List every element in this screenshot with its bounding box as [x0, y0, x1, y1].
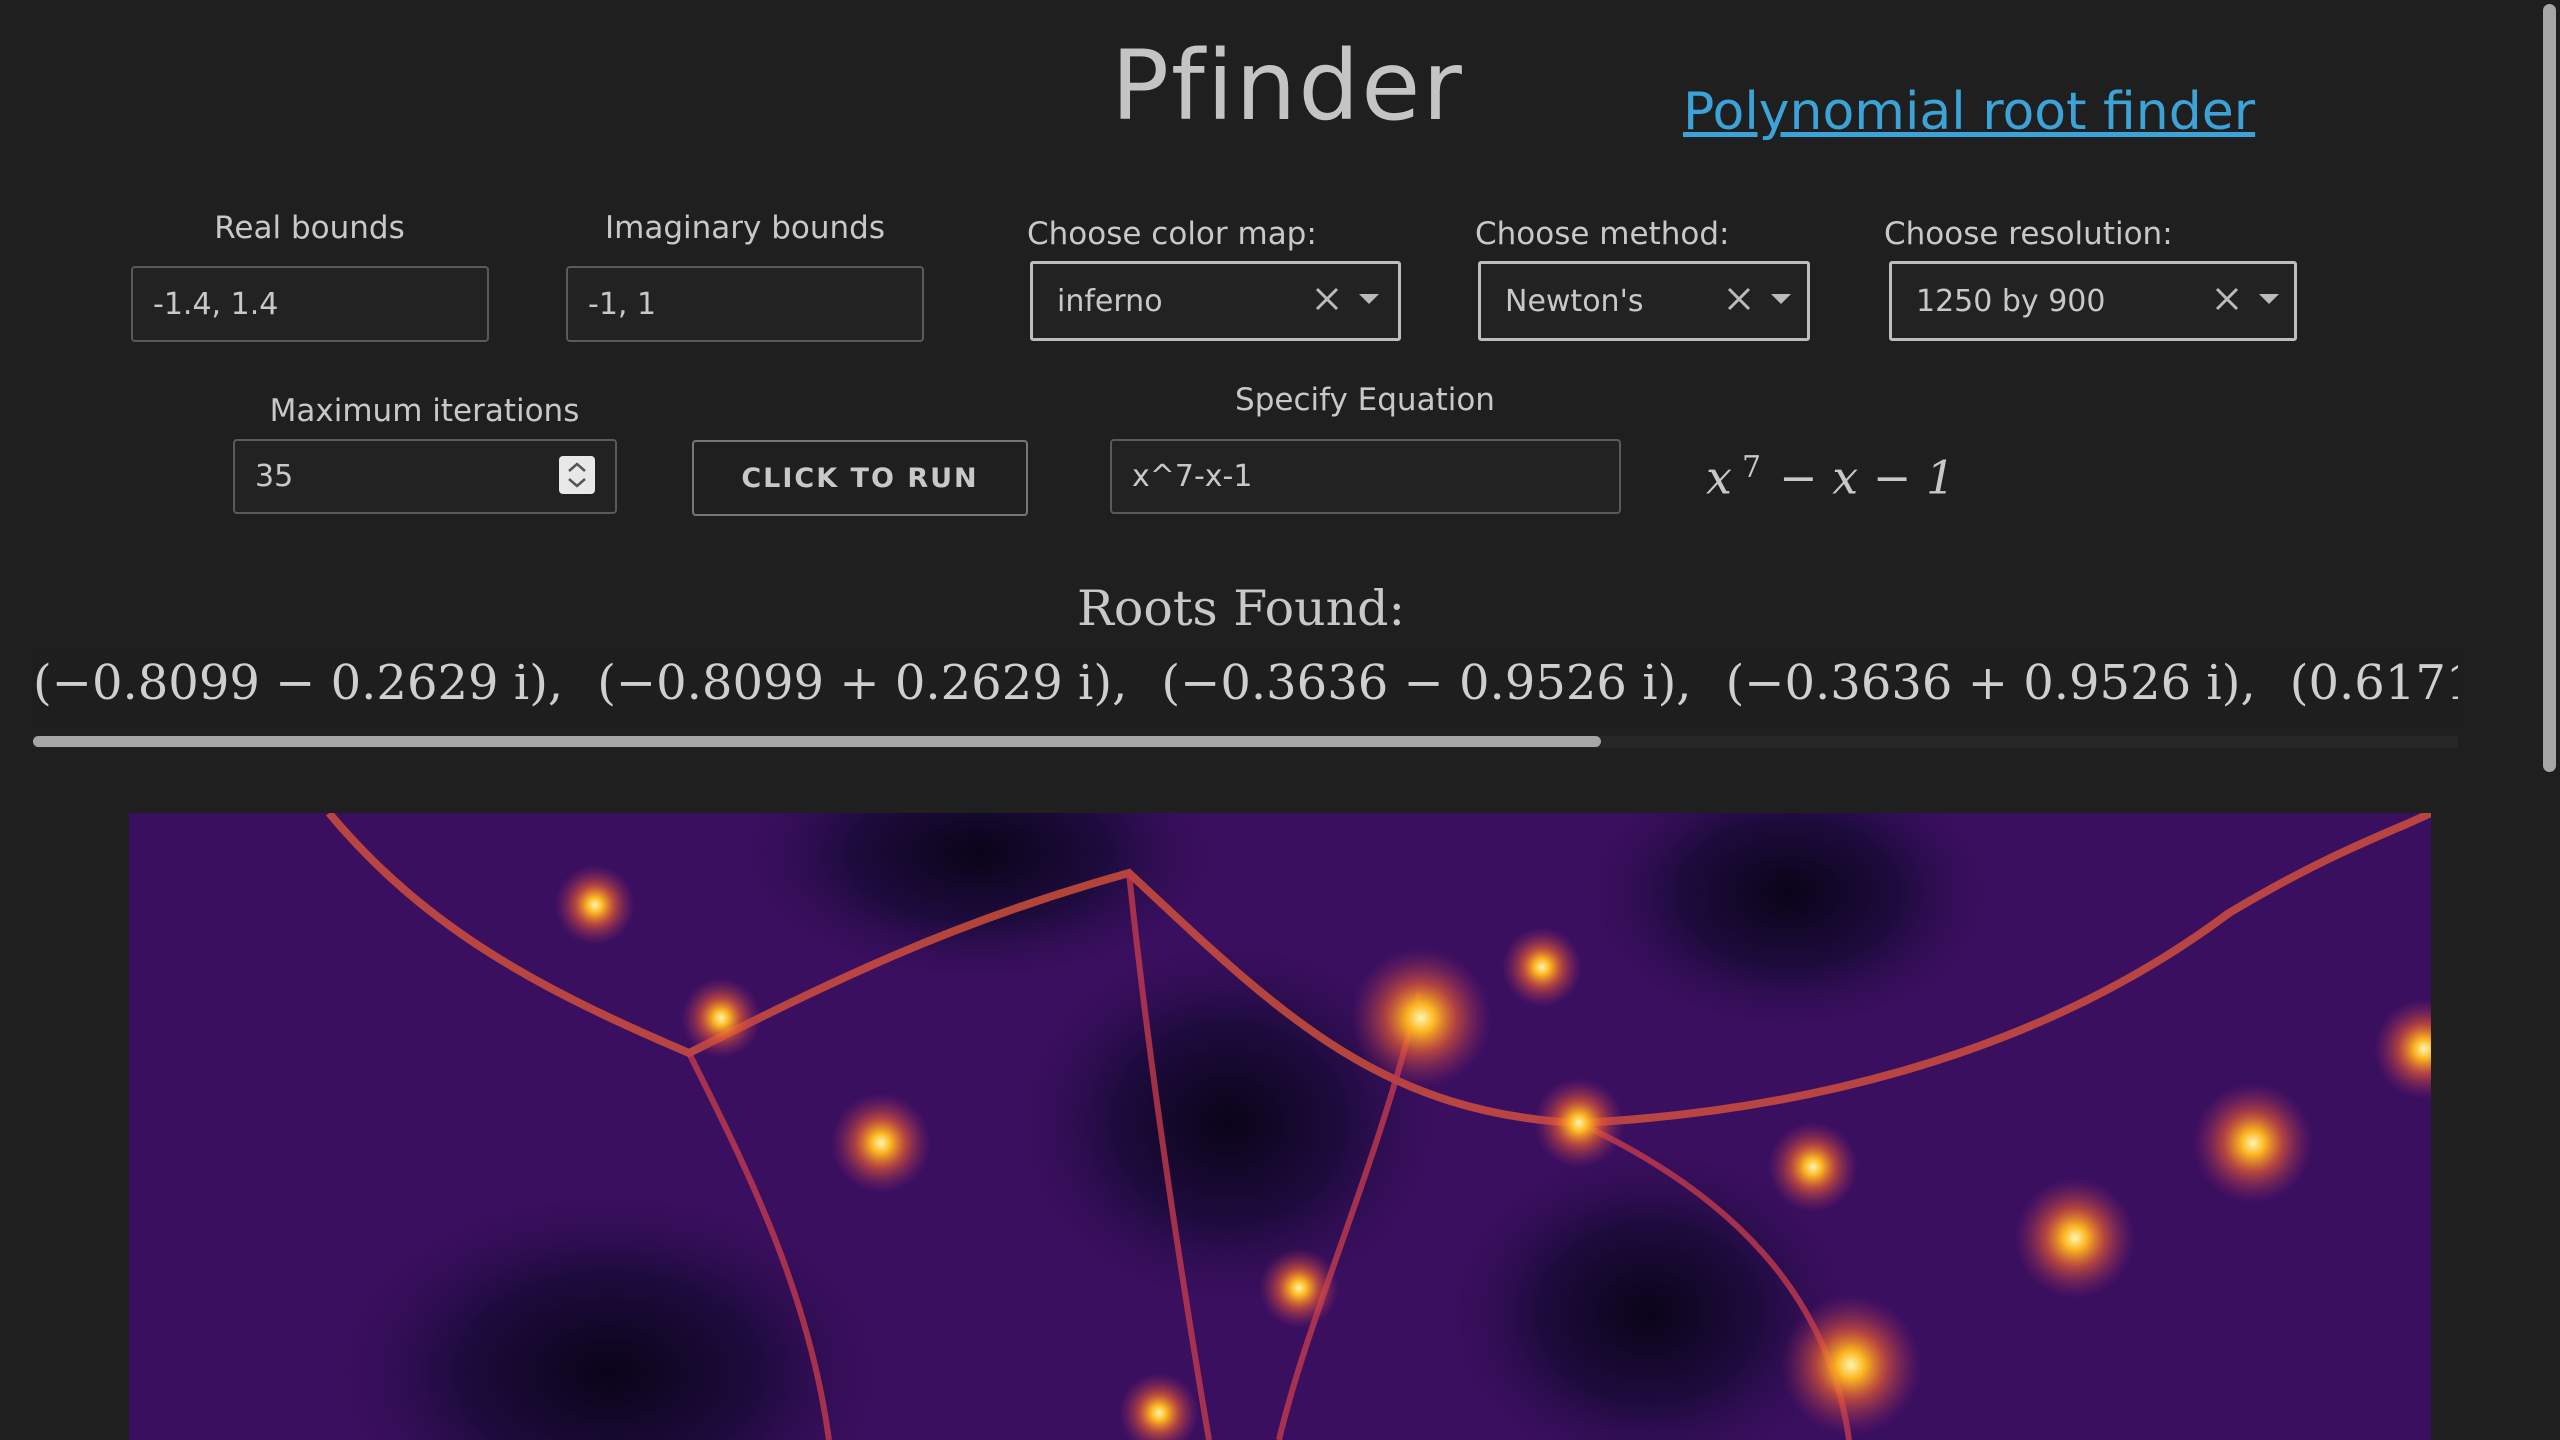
root-item: (−0.8099 − 0.2629 i), [33, 655, 564, 711]
roots-list: (−0.8099 − 0.2629 i), (−0.8099 + 0.2629 i… [33, 655, 2458, 727]
equation-input[interactable]: x^7-x-1 [1110, 439, 1621, 514]
imaginary-bounds-input[interactable]: -1, 1 [566, 266, 924, 342]
root-item: (−0.8099 + 0.2629 i), [597, 655, 1128, 711]
method-select[interactable]: Newton's [1478, 261, 1810, 341]
equation-rest: − x − 1 [1779, 450, 1956, 505]
run-button[interactable]: CLICK TO RUN [692, 440, 1028, 516]
color-map-value: inferno [1057, 283, 1163, 319]
color-map-label: Choose color map: [1027, 216, 1317, 252]
real-bounds-label: Real bounds [214, 210, 405, 246]
root-finder-link[interactable]: Polynomial root finder [1683, 82, 2256, 142]
resolution-label: Choose resolution: [1884, 216, 2173, 252]
equation-display: x 7 − x − 1 [1706, 450, 1955, 504]
spinner[interactable] [559, 456, 595, 494]
fractal-image [129, 813, 2431, 1440]
root-item: (−0.3636 − 0.9526 i), [1161, 655, 1692, 711]
equation-base: x [1706, 450, 1732, 505]
equation-exponent: 7 [1741, 450, 1762, 485]
resolution-value: 1250 by 900 [1916, 283, 2106, 319]
page-scroll-thumb[interactable] [2543, 4, 2556, 772]
method-label: Choose method: [1475, 216, 1730, 252]
root-item: (−0.3636 + 0.9526 i), [1725, 655, 2256, 711]
equation-label: Specify Equation [1235, 382, 1495, 418]
max-iterations-input[interactable]: 35 [233, 439, 617, 514]
root-item: (0.6171 − 0.9 [2289, 655, 2458, 711]
max-iterations-label: Maximum iterations [269, 393, 580, 429]
roots-scroll-thumb[interactable] [33, 736, 1601, 747]
real-bounds-input[interactable]: -1.4, 1.4 [131, 266, 489, 342]
imaginary-bounds-label: Imaginary bounds [605, 210, 885, 246]
select-icons[interactable] [1315, 285, 1385, 315]
color-map-select[interactable]: inferno [1030, 261, 1401, 341]
method-value: Newton's [1505, 283, 1644, 319]
app-title: Pfinder [1111, 30, 1464, 142]
select-icons[interactable] [2215, 285, 2285, 315]
select-icons[interactable] [1727, 285, 1797, 315]
roots-title: Roots Found: [1076, 580, 1406, 637]
